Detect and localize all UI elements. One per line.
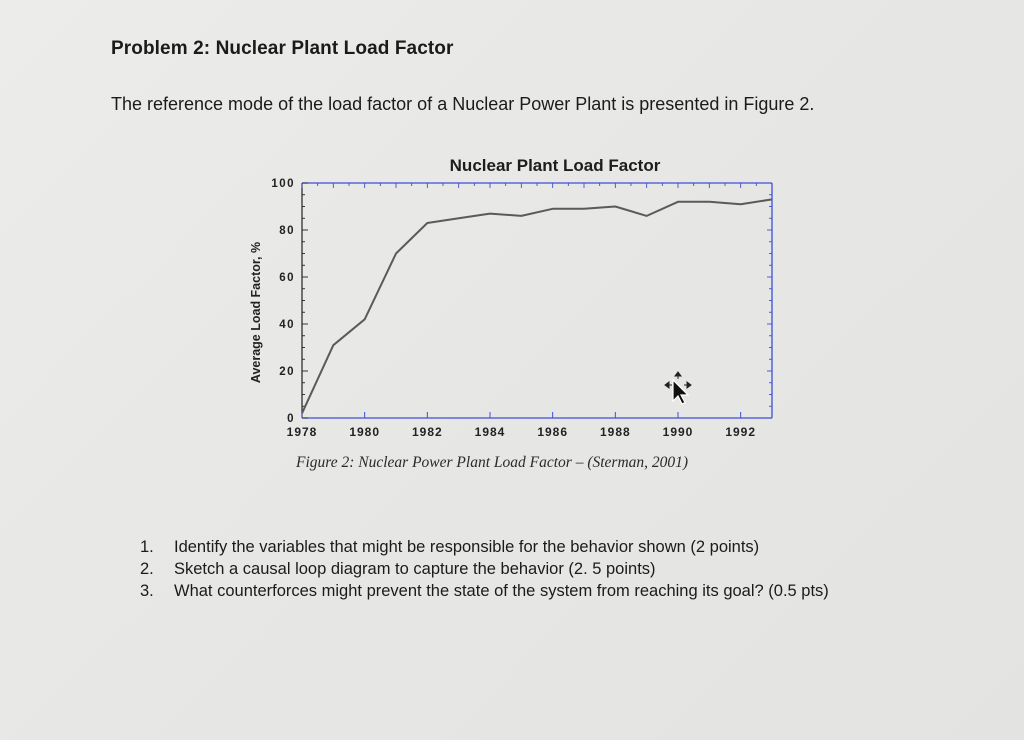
- x-tick-label: 1980: [349, 425, 380, 439]
- y-tick-label: 20: [279, 366, 295, 378]
- question-text: What counterforces might prevent the sta…: [174, 582, 829, 600]
- intro-text: The reference mode of the load factor of…: [111, 94, 815, 114]
- x-tick-label: 1984: [475, 425, 506, 439]
- y-tick-label: 0: [287, 413, 295, 425]
- question-item: 1. Identify the variables that might be …: [140, 536, 920, 558]
- question-item: 3. What counterforces might prevent the …: [140, 580, 920, 602]
- y-tick-label: 80: [279, 225, 295, 237]
- load-factor-chart: Nuclear Plant Load Factor 0 20 40 60 80 100 197…: [249, 156, 773, 439]
- y-tick-label: 60: [279, 272, 295, 284]
- series-line-load-factor: [301, 198, 773, 414]
- x-tick-label: 1990: [663, 425, 694, 439]
- y-tick-label: 40: [279, 319, 295, 331]
- question-item: 2. Sketch a causal loop diagram to captu…: [140, 558, 920, 580]
- question-text: Identify the variables that might be res…: [174, 538, 760, 556]
- chart-title: Nuclear Plant Load Factor: [450, 156, 661, 175]
- figure-caption: Figure 2: Nuclear Power Plant Load Facto…: [296, 454, 689, 471]
- x-tick-label: 1978: [287, 425, 318, 439]
- x-tick-label: 1992: [725, 425, 756, 439]
- question-list: 1. Identify the variables that might be …: [140, 536, 920, 602]
- x-tick-label: 1986: [537, 425, 568, 439]
- y-tick-label: 100: [271, 178, 295, 190]
- problem-heading: Problem 2: Nuclear Plant Load Factor: [111, 38, 454, 59]
- question-number: 1.: [140, 538, 154, 556]
- question-number: 2.: [140, 560, 154, 578]
- question-number: 3.: [140, 582, 154, 600]
- x-tick-label: 1988: [600, 425, 631, 439]
- question-text: Sketch a causal loop diagram to capture …: [174, 560, 656, 578]
- move-cursor-icon: [664, 371, 692, 405]
- y-axis-label: Average Load Factor, %: [249, 242, 263, 383]
- x-tick-label: 1982: [412, 425, 443, 439]
